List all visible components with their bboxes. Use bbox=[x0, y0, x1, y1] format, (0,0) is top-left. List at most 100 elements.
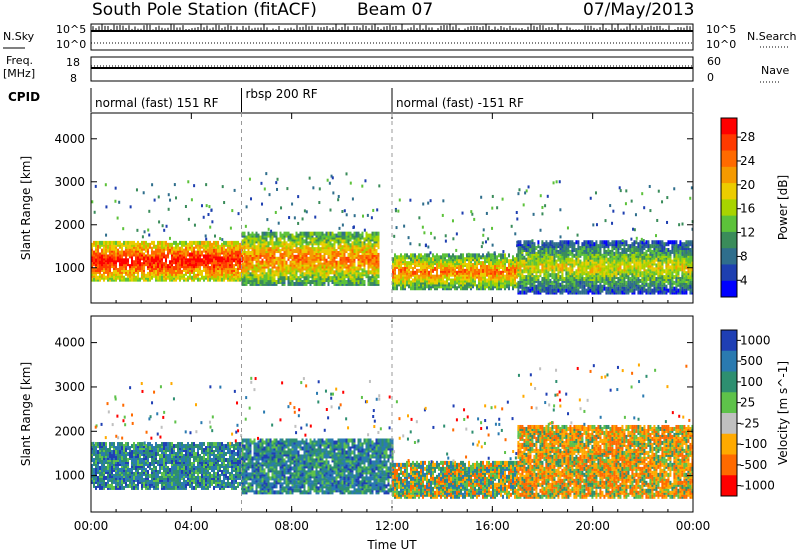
data-cell bbox=[223, 264, 225, 269]
data-cell bbox=[397, 209, 400, 213]
data-cell bbox=[355, 237, 358, 242]
data-cell bbox=[311, 274, 314, 279]
data-cell bbox=[137, 240, 139, 245]
freq-label: Freq. bbox=[6, 54, 33, 67]
data-cell bbox=[565, 263, 568, 268]
data-cell bbox=[193, 240, 195, 245]
data-cell bbox=[341, 266, 344, 271]
data-cell bbox=[167, 207, 170, 211]
data-cell bbox=[257, 274, 260, 279]
data-cell bbox=[169, 277, 171, 282]
data-cell bbox=[563, 284, 566, 289]
data-cell bbox=[408, 261, 410, 266]
data-cell bbox=[488, 253, 490, 258]
data-cell bbox=[635, 286, 638, 291]
data-cell bbox=[329, 260, 332, 265]
data-cell bbox=[155, 250, 157, 255]
data-cell bbox=[559, 275, 562, 280]
data-cell bbox=[325, 231, 328, 236]
data-cell bbox=[169, 273, 171, 278]
data-cell bbox=[175, 264, 177, 269]
nave-label: Nave bbox=[761, 64, 789, 77]
data-cell bbox=[364, 179, 367, 183]
data-cell bbox=[535, 246, 538, 251]
data-cell bbox=[113, 240, 115, 245]
data-cell bbox=[221, 185, 224, 189]
data-cell bbox=[129, 205, 132, 209]
data-cell bbox=[297, 233, 300, 238]
data-cell bbox=[496, 255, 498, 260]
data-cell bbox=[474, 268, 476, 273]
data-cell bbox=[335, 249, 338, 254]
data-cell bbox=[454, 284, 456, 289]
data-cell bbox=[613, 267, 616, 272]
data-cell bbox=[392, 257, 394, 262]
data-cell bbox=[444, 263, 446, 268]
data-cell bbox=[111, 262, 113, 267]
data-cell bbox=[424, 286, 426, 291]
data-cell bbox=[545, 269, 548, 274]
data-cell bbox=[547, 273, 550, 278]
data-cell bbox=[502, 266, 504, 271]
data-cell bbox=[563, 263, 566, 268]
data-cell bbox=[471, 212, 474, 216]
data-cell bbox=[109, 246, 111, 251]
data-cell bbox=[633, 246, 636, 251]
data-cell bbox=[446, 253, 448, 258]
data-cell bbox=[187, 217, 190, 221]
data-cell bbox=[603, 271, 606, 276]
data-cell bbox=[329, 241, 332, 246]
data-cell bbox=[601, 253, 604, 258]
data-cell bbox=[629, 288, 632, 293]
data-cell bbox=[361, 280, 364, 285]
data-cell bbox=[455, 232, 458, 236]
data-cell bbox=[508, 280, 510, 285]
data-cell bbox=[309, 231, 312, 236]
data-cell bbox=[351, 233, 354, 238]
data-cell bbox=[277, 260, 280, 265]
data-cell bbox=[365, 243, 368, 248]
data-cell bbox=[158, 220, 161, 224]
data-cell bbox=[177, 250, 179, 255]
data-cell bbox=[531, 244, 534, 249]
data-cell bbox=[416, 263, 418, 268]
data-cell bbox=[545, 251, 548, 256]
data-cell bbox=[181, 246, 183, 251]
data-cell bbox=[161, 252, 163, 257]
data-cell bbox=[274, 210, 277, 214]
data-cell bbox=[305, 239, 308, 244]
data-cell bbox=[527, 261, 530, 266]
data-cell bbox=[338, 226, 341, 230]
data-cell bbox=[95, 240, 97, 245]
data-cell bbox=[289, 250, 292, 255]
data-cell bbox=[109, 240, 111, 245]
data-cell bbox=[145, 273, 147, 278]
data-cell bbox=[122, 227, 125, 231]
data-cell bbox=[480, 282, 482, 287]
data-cell bbox=[175, 240, 177, 245]
data-cell bbox=[157, 262, 159, 267]
data-cell bbox=[123, 269, 125, 274]
data-cell bbox=[436, 270, 438, 275]
data-cell bbox=[317, 258, 320, 263]
data-cell bbox=[229, 267, 231, 272]
data-cell bbox=[175, 271, 177, 276]
data-cell bbox=[161, 275, 163, 280]
data-cell bbox=[107, 244, 109, 249]
data-cell bbox=[525, 257, 528, 262]
data-cell bbox=[341, 280, 344, 285]
data-cell bbox=[498, 270, 500, 275]
data-cell bbox=[609, 282, 612, 287]
data-cell bbox=[480, 255, 482, 260]
data-cell bbox=[366, 213, 369, 217]
data-cell bbox=[341, 245, 344, 250]
data-cell bbox=[539, 269, 542, 274]
data-cell bbox=[275, 235, 278, 240]
data-cell bbox=[257, 280, 260, 285]
data-cell bbox=[605, 249, 608, 254]
data-cell bbox=[434, 266, 436, 271]
data-cell bbox=[426, 276, 428, 281]
data-cell bbox=[207, 212, 210, 216]
data-cell bbox=[245, 274, 248, 279]
data-cell bbox=[468, 282, 470, 287]
